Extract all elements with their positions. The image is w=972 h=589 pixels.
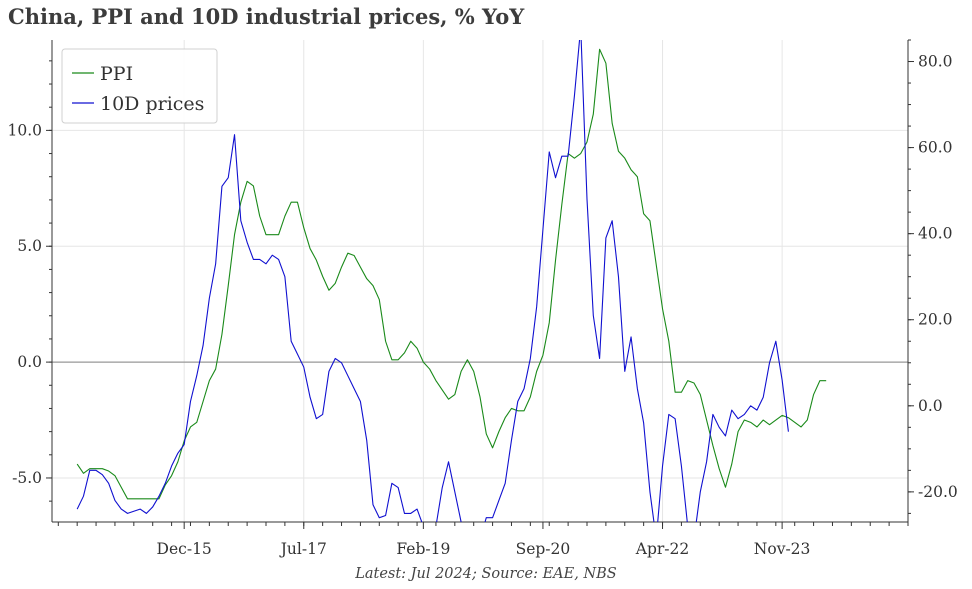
y-right-tick-label: 0.0: [918, 397, 943, 415]
y-left-tick-label: 10.0: [7, 121, 42, 139]
x-tick-label: Dec-15: [157, 540, 212, 558]
y-left-tick-label: -5.0: [12, 469, 42, 487]
y-right-tick-label: -20.0: [918, 483, 958, 501]
y-right-tick-label: 80.0: [918, 53, 953, 71]
x-tick-label: Nov-23: [754, 540, 811, 558]
series-line-10d-prices: [76, 40, 789, 522]
x-tick-label: Jul-17: [279, 540, 327, 558]
legend: PPI 10D prices: [61, 48, 218, 124]
series-lines: [76, 40, 827, 522]
legend-box: [61, 48, 218, 124]
series-line-ppi: [76, 48, 827, 500]
gridlines: [52, 40, 908, 522]
y-left-tick-label: 0.0: [17, 353, 42, 371]
legend-label: 10D prices: [100, 93, 204, 115]
chart-title: China, PPI and 10D industrial prices, % …: [8, 4, 525, 29]
y-left-tick-label: 5.0: [17, 237, 42, 255]
axes: Dec-15 Jul-17 Feb-19 Sep-20 Apr-22 Nov-23 10.0…: [7, 39, 958, 558]
x-tick-label: Apr-22: [635, 540, 690, 558]
x-tick-label: Sep-20: [516, 540, 571, 558]
y-right-tick-label: 40.0: [918, 225, 953, 243]
source-note: Latest: Jul 2024; Source: EAE, NBS: [355, 566, 617, 582]
y-right-tick-label: 20.0: [918, 311, 953, 329]
y-right-tick-label: 60.0: [918, 139, 953, 157]
legend-label: PPI: [100, 63, 133, 85]
x-tick-label: Feb-19: [396, 540, 450, 558]
